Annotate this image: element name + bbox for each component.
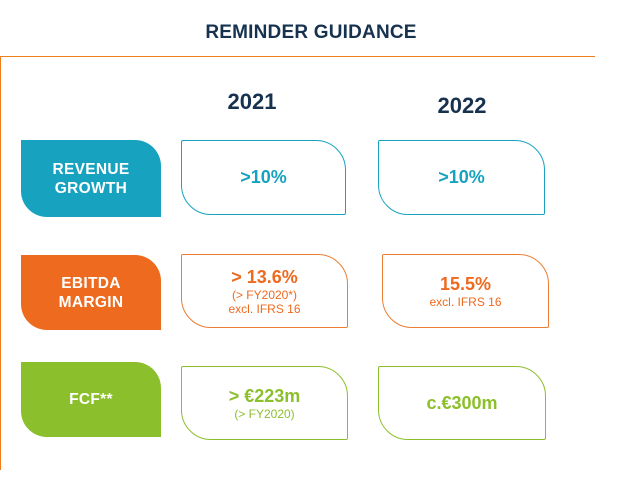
fcf-2022-box: c.€300m	[378, 366, 546, 440]
ebitda-margin-2021-value: > 13.6%	[231, 266, 298, 287]
revenue-growth-label: REVENUE GROWTH	[21, 140, 161, 217]
ebitda-margin-2022-note1: excl. IFRS 16	[429, 294, 502, 309]
year-header-2022: 2022	[437, 93, 487, 118]
revenue-growth-2021-box: >10%	[181, 140, 346, 215]
revenue-growth-2022-box: >10%	[378, 140, 545, 215]
ebitda-margin-2022-box: 15.5% excl. IFRS 16	[382, 254, 549, 328]
fcf-2022-value: c.€300m	[426, 392, 498, 413]
ebitda-margin-2022-value: 15.5%	[439, 273, 492, 294]
page-title: REMINDER GUIDANCE	[205, 22, 417, 43]
orange-divider-vertical	[0, 56, 1, 470]
fcf-2021-note1: (> FY2020)	[234, 406, 295, 421]
ebitda-margin-label-line2: MARGIN	[58, 293, 124, 311]
year-header-2021: 2021	[227, 89, 277, 114]
revenue-growth-2022-value: >10%	[438, 167, 485, 187]
ebitda-margin-2021-note2: excl. IFRS 16	[228, 301, 301, 316]
fcf-label: FCF**	[21, 362, 161, 437]
fcf-2021-value: > €223m	[228, 385, 301, 406]
revenue-growth-label-line2: GROWTH	[54, 179, 128, 197]
ebitda-margin-2021-note1: (> FY2020*)	[231, 287, 298, 302]
revenue-growth-2021-value: >10%	[240, 167, 287, 187]
fcf-2021-box: > €223m (> FY2020)	[181, 366, 348, 440]
fcf-label-line1: FCF**	[69, 391, 113, 408]
revenue-growth-label-line1: REVENUE	[52, 160, 130, 178]
ebitda-margin-2021-box: > 13.6% (> FY2020*) excl. IFRS 16	[181, 254, 348, 328]
orange-divider-horizontal	[0, 56, 595, 57]
ebitda-margin-label: EBITDA MARGIN	[21, 255, 161, 330]
ebitda-margin-label-line1: EBITDA	[61, 274, 121, 292]
